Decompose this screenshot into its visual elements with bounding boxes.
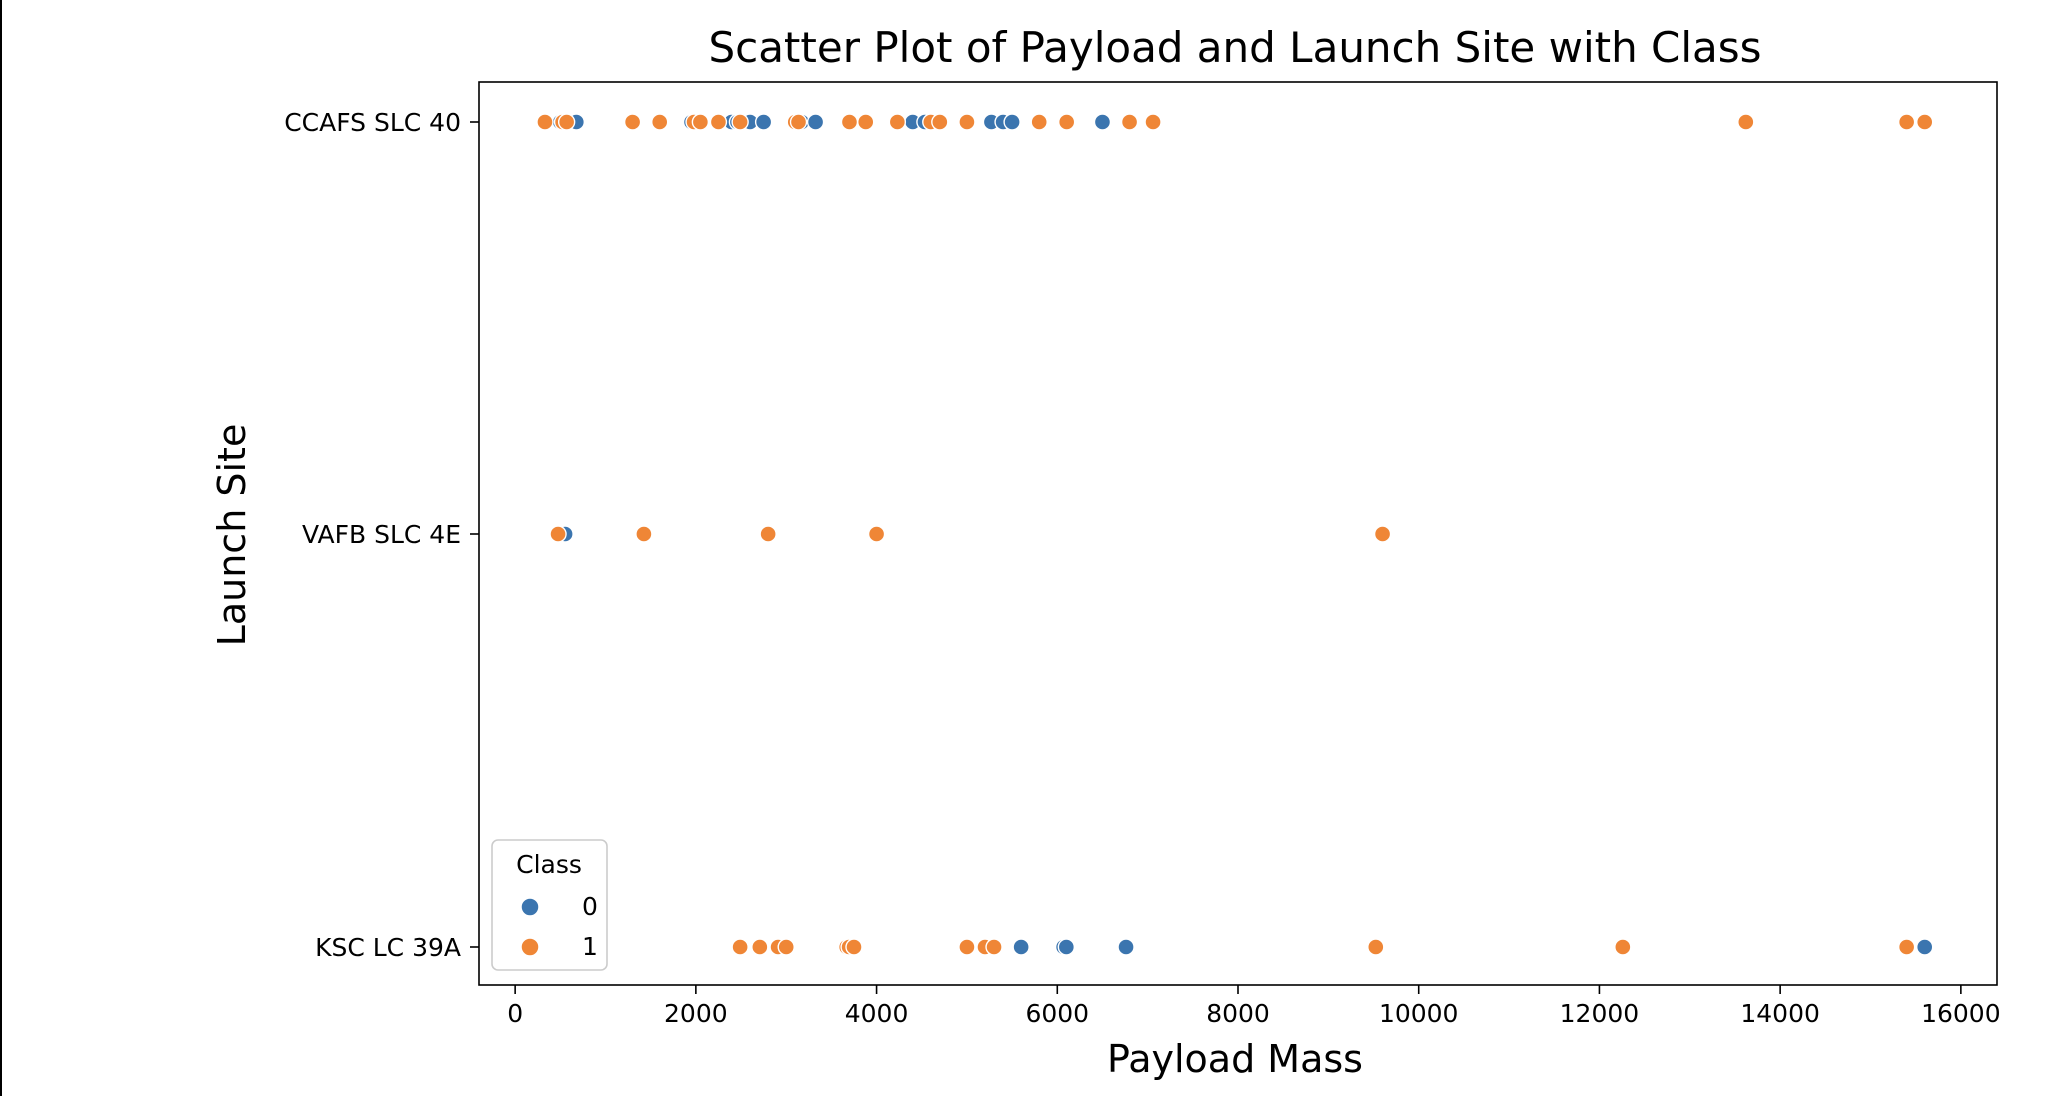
plot-area: [478, 81, 1998, 986]
scatter-point-class-1: [840, 113, 859, 131]
scatter-point-class-1: [536, 113, 554, 131]
x-tick-label: 0: [507, 999, 523, 1028]
data-points: [536, 113, 1934, 956]
scatter-point-class-0: [1916, 938, 1934, 956]
scatter-point-class-1: [845, 938, 863, 956]
scatter-point-class-1: [789, 113, 808, 131]
legend-marker-1: [520, 937, 540, 957]
scatter-point-class-1: [1916, 113, 1934, 131]
scatter-point-class-1: [557, 113, 576, 131]
legend-marker-0: [520, 897, 540, 917]
x-tick-label: 16000: [1921, 999, 2001, 1028]
scatter-point-class-1: [1373, 525, 1392, 543]
legend: Class 0 1: [491, 839, 608, 971]
scatter-point-class-0: [1093, 113, 1112, 131]
scatter-point-class-1: [1367, 938, 1385, 956]
x-tick-label: 14000: [1740, 999, 1820, 1028]
y-tick-label: VAFB SLC 4E: [302, 520, 461, 549]
scatter-point-class-1: [709, 113, 728, 131]
x-axis-ticks: 0 2000 4000 6000 8000 10000 12000 14000 16000: [507, 985, 2001, 1028]
y-tick-label: CCAFS SLC 40: [284, 108, 461, 137]
scatter-point-class-1: [1897, 113, 1916, 131]
scatter-point-class-0: [1003, 113, 1021, 131]
chart-title: Scatter Plot of Payload and Launch Site …: [708, 23, 1761, 72]
scatter-point-class-1: [635, 525, 653, 543]
scatter-point-class-0: [754, 113, 773, 131]
x-tick-label: 2000: [664, 999, 728, 1028]
scatter-point-class-1: [888, 113, 907, 131]
legend-label-0: 0: [582, 892, 598, 921]
legend-box: [491, 839, 608, 971]
scatter-point-class-1: [691, 113, 710, 131]
x-axis-label: Payload Mass: [1107, 1037, 1363, 1081]
legend-title: Class: [516, 850, 582, 879]
y-axis-label: Launch Site: [210, 424, 254, 647]
scatter-point-class-0: [806, 113, 825, 131]
scatter-point-class-1: [623, 113, 642, 131]
x-tick-label: 4000: [845, 999, 909, 1028]
scatter-point-class-1: [985, 938, 1003, 956]
scatter-point-class-1: [1614, 938, 1632, 956]
scatter-point-class-1: [1030, 113, 1048, 131]
scatter-point-class-1: [867, 525, 886, 543]
scatter-point-class-1: [958, 113, 976, 131]
legend-label-1: 1: [582, 932, 598, 961]
scatter-point-class-0: [1012, 938, 1030, 956]
scatter-point-class-1: [731, 938, 749, 956]
scatter-point-class-1: [549, 525, 567, 543]
scatter-point-class-1: [1897, 938, 1916, 956]
scatter-point-class-1: [958, 938, 976, 956]
scatter-point-class-1: [1120, 113, 1139, 131]
scatter-point-class-1: [1737, 113, 1755, 131]
scatter-point-class-1: [777, 938, 795, 956]
scatter-point-class-1: [731, 113, 749, 131]
scatter-point-class-1: [1057, 113, 1076, 131]
scatter-point-class-1: [651, 113, 669, 131]
y-axis-ticks: CCAFS SLC 40 VAFB SLC 4E KSC LC 39A: [284, 108, 479, 962]
x-tick-label: 8000: [1206, 999, 1270, 1028]
scatter-point-class-1: [1144, 113, 1162, 131]
scatter-point-class-1: [751, 938, 769, 956]
scatter-point-class-1: [759, 525, 777, 543]
y-tick-label: KSC LC 39A: [315, 933, 461, 962]
scatter-point-class-1: [857, 113, 875, 131]
scatter-point-class-1: [931, 113, 949, 131]
x-tick-label: 6000: [1025, 999, 1089, 1028]
scatter-point-class-0: [1057, 938, 1076, 956]
scatter-point-class-0: [1117, 938, 1135, 956]
x-tick-label: 12000: [1560, 999, 1640, 1028]
x-tick-label: 10000: [1379, 999, 1459, 1028]
